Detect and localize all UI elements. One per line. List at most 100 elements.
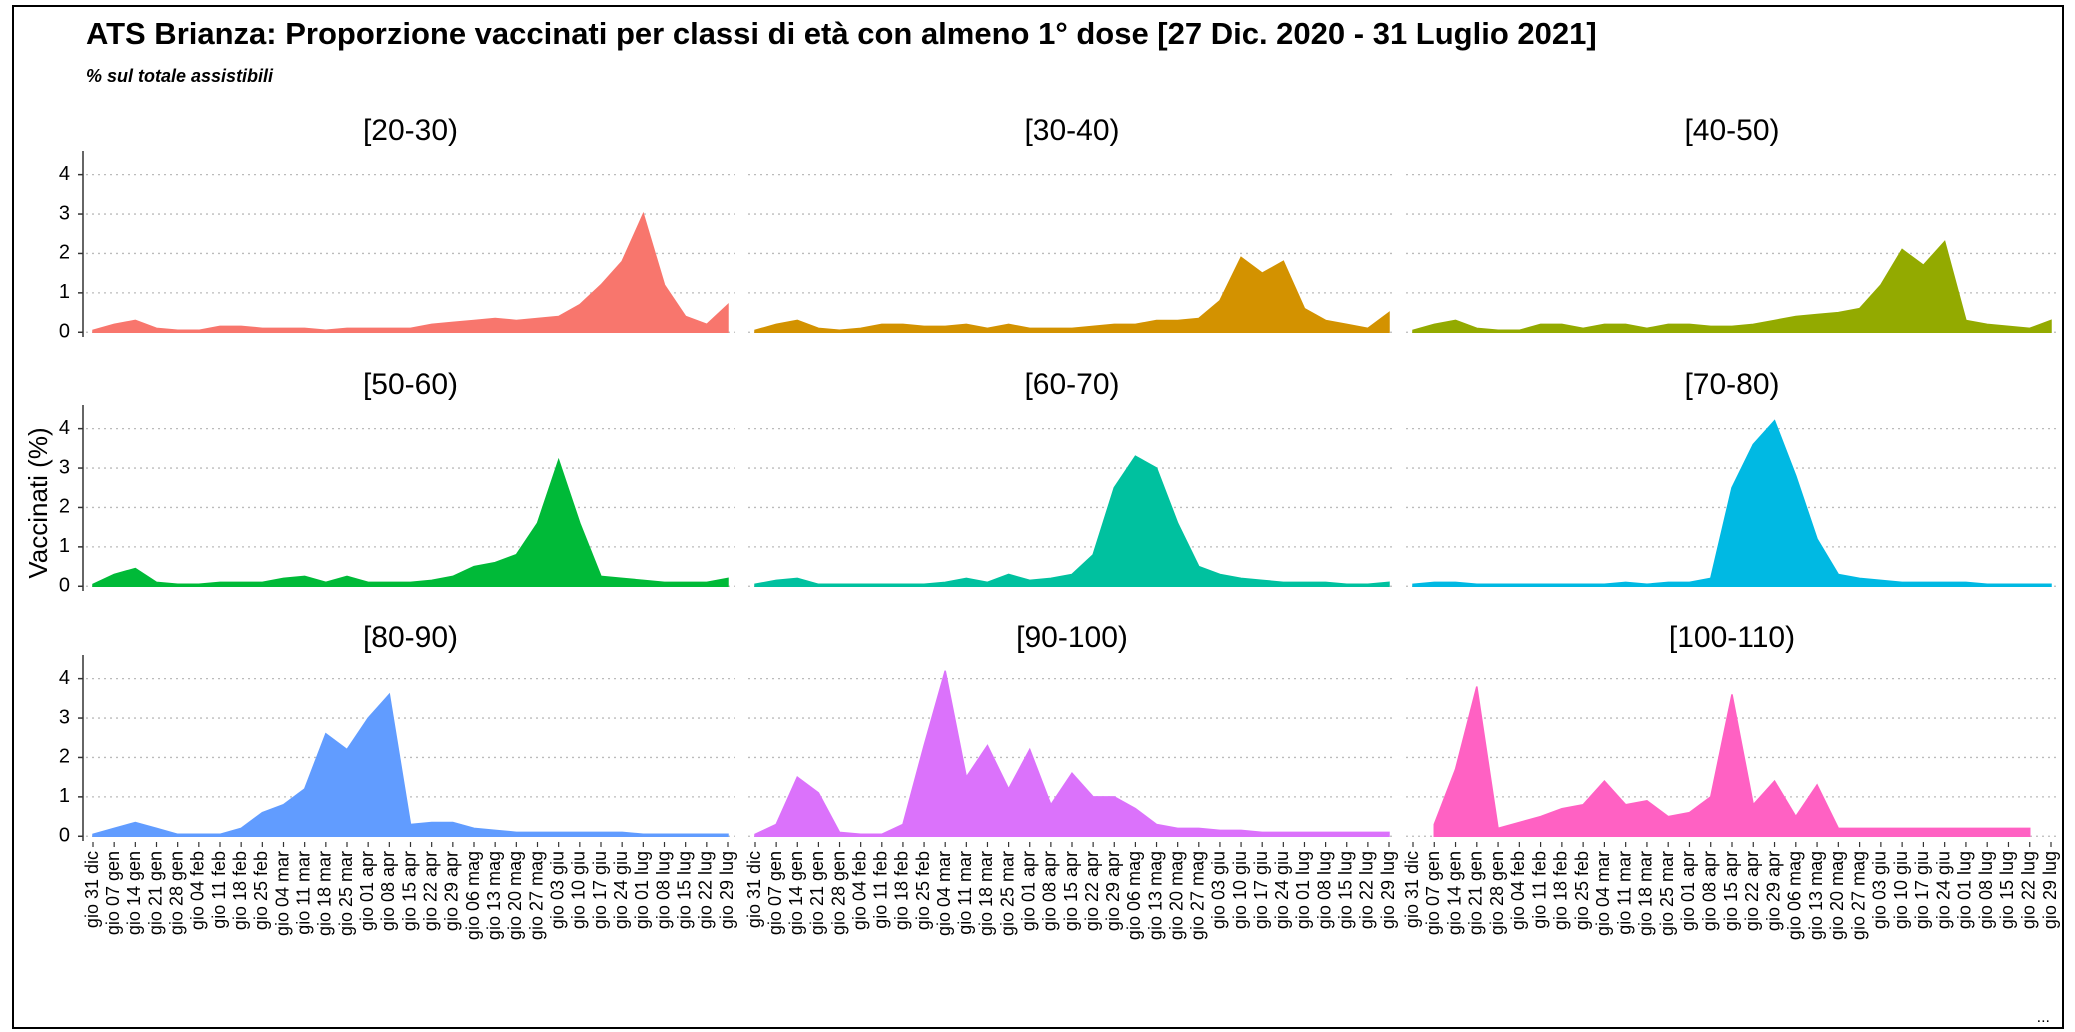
x-tick-label: gio 29 lug	[717, 851, 737, 929]
x-tick-label: gio 31 dic	[744, 851, 764, 928]
x-tick-label: gio 27 mag	[1848, 851, 1868, 940]
x-tick-label: gio 10 giu	[569, 851, 589, 929]
x-tick-label: gio 14 gen	[124, 851, 144, 935]
x-tick-label: gio 22 apr	[1082, 851, 1102, 931]
x-tick-label: gio 21 gen	[145, 851, 165, 935]
x-tick-label: gio 11 feb	[1529, 851, 1549, 929]
x-tick-label: gio 01 apr	[1678, 851, 1698, 931]
x-tick-label: gio 11 mar	[293, 851, 313, 935]
x-tick-label: gio 04 mar	[1593, 851, 1613, 936]
x-tick-label: gio 04 feb	[849, 851, 869, 930]
x-tick-label: gio 20 mag	[505, 851, 525, 940]
chart-title: ATS Brianza: Proporzione vaccinati per c…	[86, 16, 1597, 51]
area	[92, 457, 729, 588]
x-tick-label: gio 24 giu	[1933, 851, 1953, 929]
x-tick-label: gio 07 gen	[1423, 851, 1443, 935]
x-tick-label: gio 28 gen	[166, 851, 186, 935]
area	[1412, 419, 2052, 588]
y-tick-label: 0	[59, 825, 70, 847]
x-tick-label: gio 18 mar	[976, 851, 996, 936]
x-tick-label: gio 22 apr	[420, 851, 440, 931]
x-tick-label: gio 08 apr	[1699, 851, 1719, 931]
area	[92, 692, 729, 838]
x-tick-label: gio 13 mag	[1145, 851, 1165, 940]
x-tick-label: gio 15 apr	[399, 851, 419, 931]
x-tick-label: gio 08 apr	[378, 851, 398, 931]
x-tick-label: gio 29 apr	[1763, 851, 1783, 931]
x-tick-label: gio 18 feb	[1551, 851, 1571, 930]
x-tick-label: gio 15 apr	[1061, 851, 1081, 931]
x-tick-label: gio 07 gen	[103, 851, 123, 935]
x-tick-label: gio 03 giu	[1870, 851, 1890, 929]
x-tick-label: gio 04 mar	[272, 851, 292, 936]
x-tick-label: gio 17 giu	[590, 851, 610, 929]
x-tick-label: gio 27 mag	[526, 851, 546, 940]
x-tick-label: gio 01 lug	[632, 851, 652, 929]
x-tick-label: gio 25 mar	[336, 851, 356, 936]
x-tick-label: gio 22 lug	[1357, 851, 1377, 929]
x-tick-label: gio 01 apr	[1018, 851, 1038, 931]
x-tick-label: gio 01 lug	[1293, 851, 1313, 929]
y-tick-label: 3	[59, 202, 70, 224]
x-tick-label: gio 20 mag	[1166, 851, 1186, 940]
x-tick-label: gio 24 giu	[611, 851, 631, 929]
x-tick-label: gio 24 giu	[1272, 851, 1292, 929]
x-tick-label: gio 21 gen	[1466, 851, 1486, 935]
x-tick-label: gio 15 apr	[1721, 851, 1741, 931]
y-tick-label: 4	[59, 667, 70, 689]
x-tick-label: gio 25 feb	[913, 851, 933, 930]
y-tick-label: 3	[59, 706, 70, 728]
x-tick-label: gio 22 apr	[1742, 851, 1762, 931]
x-tick-label: gio 06 mag	[463, 851, 483, 940]
y-tick-label: 0	[59, 321, 70, 343]
x-tick-label: gio 06 mag	[1124, 851, 1144, 940]
x-tick-label: gio 15 lug	[674, 851, 694, 929]
x-tick-label: gio 14 gen	[1444, 851, 1464, 935]
panel-title: [80-90)	[363, 621, 458, 654]
x-tick-label: gio 18 feb	[230, 851, 250, 930]
x-tick-label: gio 18 mar	[315, 851, 335, 936]
area	[1433, 686, 2031, 838]
x-tick-label: gio 11 feb	[209, 851, 229, 929]
panel-title: [70-80)	[1684, 368, 1779, 401]
x-tick-label: gio 28 gen	[828, 851, 848, 935]
y-tick-label: 0	[59, 575, 70, 597]
x-tick-label: gio 11 feb	[871, 851, 891, 929]
x-tick-label: gio 20 mag	[1827, 851, 1847, 940]
x-tick-label: gio 08 apr	[1040, 851, 1060, 931]
x-tick-label: gio 25 feb	[1572, 851, 1592, 930]
x-tick-label: gio 22 lug	[2018, 851, 2038, 929]
x-tick-label: gio 25 feb	[251, 851, 271, 930]
area	[1412, 240, 2052, 334]
x-tick-label: gio 04 feb	[1508, 851, 1528, 930]
y-tick-label: 2	[59, 242, 70, 264]
frame	[12, 5, 2064, 1029]
x-tick-label: gio 15 lug	[1335, 851, 1355, 929]
area	[754, 256, 1390, 334]
y-tick-label: 3	[59, 456, 70, 478]
x-tick-label: gio 21 gen	[807, 851, 827, 935]
y-tick-label: 4	[59, 163, 70, 185]
x-tick-label: gio 11 mar	[955, 851, 975, 935]
x-tick-label: gio 31 dic	[82, 851, 102, 928]
x-tick-label: gio 31 dic	[1402, 851, 1422, 928]
area	[754, 455, 1390, 588]
panel-title: [50-60)	[363, 368, 458, 401]
x-tick-label: gio 08 lug	[1314, 851, 1334, 929]
x-tick-label: gio 10 giu	[1230, 851, 1250, 929]
panel-title: [90-100)	[1016, 621, 1128, 654]
x-tick-label: gio 29 apr	[442, 851, 462, 931]
x-tick-label: gio 13 mag	[484, 851, 504, 940]
x-tick-label: gio 04 mar	[934, 851, 954, 936]
x-tick-label: gio 13 mag	[1806, 851, 1826, 940]
x-tick-label: gio 27 mag	[1188, 851, 1208, 940]
x-tick-label: gio 08 lug	[1976, 851, 1996, 929]
x-tick-label: gio 22 lug	[696, 851, 716, 929]
panel-title: [100-110)	[1669, 621, 1795, 654]
x-tick-label: gio 08 lug	[653, 851, 673, 929]
y-tick-label: 1	[59, 535, 70, 557]
x-tick-label: gio 06 mag	[1785, 851, 1805, 940]
x-tick-label: gio 11 mar	[1614, 851, 1634, 935]
x-tick-label: gio 04 feb	[188, 851, 208, 930]
